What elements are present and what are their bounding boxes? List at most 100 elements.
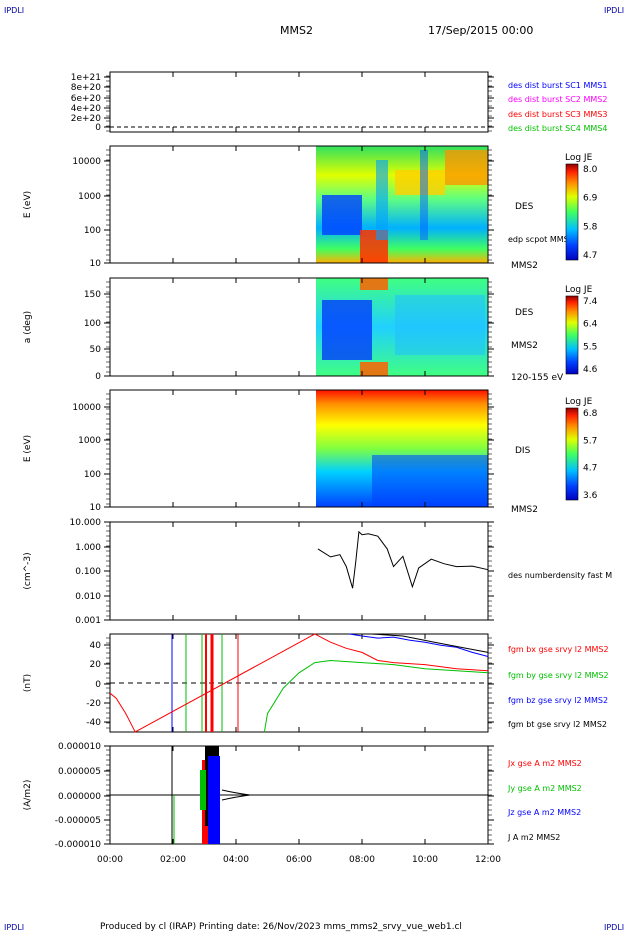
des-energy-colorbar-tick: 6.9 <box>583 194 598 204</box>
des-pitch-colorbar-title: Log JE <box>565 285 593 295</box>
des-energy-right-label: MMS2 <box>511 261 538 271</box>
burst-legend-entry: des dist burst SC4 MMS4 <box>508 124 607 133</box>
burst-legend-entry: des dist burst SC1 MMS1 <box>508 81 607 90</box>
des-pitch-ytick-label: 0 <box>95 372 101 382</box>
dis-energy-ylabel: E (eV) <box>23 435 33 462</box>
field-series-by <box>263 659 489 733</box>
panel-burst-frame <box>109 71 489 133</box>
des-pitch-spectrogram <box>316 278 488 376</box>
dis-energy-colorbar-tick: 4.7 <box>583 464 597 474</box>
current-ytick-label: 0.000010 <box>58 742 101 752</box>
des-energy-colorbar-tick: 5.8 <box>583 222 598 232</box>
des-energy-ytick-label: 10000 <box>72 157 101 167</box>
footer-text: Produced by cl (IRAP) Printing date: 26/… <box>100 922 462 932</box>
current-legend-entry: Jz gse A m2 MMS2 <box>507 808 581 817</box>
field-legend-entry: fgm bx gse srvy l2 MMS2 <box>508 645 609 654</box>
x-tick-label: 10:00 <box>412 855 438 865</box>
density-series-line <box>317 530 489 589</box>
field-ylabel: (nT) <box>23 674 33 692</box>
current-legend-entry: Jy gse A m2 MMS2 <box>507 784 582 793</box>
des-energy-colorbar <box>565 163 579 261</box>
des-pitch-colorbar <box>565 295 579 375</box>
dis-energy-ytick-label: 1000 <box>78 436 101 446</box>
dis-energy-colorbar-tick: 5.7 <box>583 436 597 446</box>
des-pitch-ytick-label: 150 <box>84 290 101 300</box>
des-energy-right-label: DES <box>515 202 534 212</box>
dis-energy-colorbar-title: Log JE <box>565 397 593 407</box>
burst-legend-entry: des dist burst SC2 MMS2 <box>508 95 607 104</box>
header-datetime: 17/Sep/2015 00:00 <box>428 24 533 37</box>
current-legend-entry: J A m2 MMS2 <box>507 833 560 842</box>
dis-energy-right-label: DIS <box>515 446 531 456</box>
current-ytick-label: 0.000000 <box>58 792 101 802</box>
des-pitch-right-label: 120-155 eV <box>511 373 564 383</box>
dis-energy-ytick-label: 10 <box>90 503 102 513</box>
density-ytick-label: 0.100 <box>75 567 101 577</box>
field-series-bx <box>109 633 489 733</box>
field-series-bt <box>371 633 489 653</box>
dis-energy-colorbar <box>565 407 579 501</box>
des-energy-colorbar-tick: 8.0 <box>583 165 598 175</box>
field-ytick-label: 20 <box>90 660 102 670</box>
corner-label-bl: IPDLI <box>4 923 24 932</box>
density-ytick-label: 0.001 <box>75 616 101 626</box>
current-ytick-label: 0.000005 <box>58 767 101 777</box>
current-ylabel: (A/m2) <box>23 780 33 811</box>
dis-energy-ytick-label: 100 <box>84 470 101 480</box>
des-pitch-ytick-label: 50 <box>90 345 102 355</box>
current-ytick-label: -0.000010 <box>55 840 101 850</box>
dis-energy-spectrogram <box>316 390 488 507</box>
burst-legend-entry: des dist burst SC3 MMS3 <box>508 110 607 119</box>
des-pitch-right-label: MMS2 <box>511 341 538 351</box>
density-ytick-label: 1.000 <box>75 543 101 553</box>
field-legend-entry: fgm bt gse srvy l2 MMS2 <box>508 720 607 729</box>
des-pitch-colorbar-tick: 4.6 <box>583 365 598 375</box>
current-burst <box>171 746 251 844</box>
des-energy-ytick-label: 100 <box>84 226 101 236</box>
des-pitch-ylabel: a (deg) <box>23 311 33 343</box>
des-energy-ytick-label: 1000 <box>78 192 101 202</box>
des-pitch-right-label: DES <box>515 308 534 318</box>
x-tick-label: 00:00 <box>97 855 123 865</box>
corner-label-br: IPDLI <box>604 923 624 932</box>
corner-label-tl: IPDLI <box>4 6 24 15</box>
burst-ytick-label: 6e+20 <box>71 94 102 104</box>
dis-energy-ytick-label: 10000 <box>72 403 101 413</box>
field-legend-entry: fgm bz gse srvy l2 MMS2 <box>508 696 608 705</box>
burst-ytick-label: 2e+20 <box>71 114 102 124</box>
density-ytick-label: 10.000 <box>70 518 102 528</box>
dis-energy-colorbar-tick: 3.6 <box>583 491 598 501</box>
field-spikes <box>171 634 239 732</box>
burst-ytick-label: 8e+20 <box>71 83 102 93</box>
burst-ytick-label: 0 <box>95 123 101 133</box>
field-series <box>109 633 489 733</box>
des-energy-right-label: edp scpot MMS2 <box>508 235 574 244</box>
field-ytick-label: 0 <box>95 680 101 690</box>
des-energy-ytick-label: 10 <box>90 259 102 269</box>
field-legend-entry: fgm by gse srvy l2 MMS2 <box>508 671 609 680</box>
des-energy-ylabel: E (eV) <box>23 191 33 218</box>
x-tick-label: 08:00 <box>349 855 375 865</box>
des-pitch-colorbar-tick: 6.4 <box>583 320 598 330</box>
density-ytick-label: 0.010 <box>75 592 101 602</box>
x-tick-label: 02:00 <box>160 855 186 865</box>
des-energy-spectrogram <box>316 146 488 263</box>
des-energy-colorbar-tick: 4.7 <box>583 251 597 261</box>
current-legend-entry: Jx gse A m2 MMS2 <box>507 759 582 768</box>
burst-ytick-label: 1e+21 <box>71 73 101 83</box>
des-pitch-colorbar-tick: 5.5 <box>583 342 597 352</box>
panel-density-frame <box>109 521 489 621</box>
des-pitch-ytick-label: 100 <box>84 319 101 329</box>
corner-label-tr: IPDLI <box>604 6 624 15</box>
field-ytick-label: -40 <box>86 718 101 728</box>
field-ytick-label: -20 <box>86 699 101 709</box>
dis-energy-colorbar-tick: 6.8 <box>583 409 598 419</box>
x-tick-label: 06:00 <box>286 855 312 865</box>
des-pitch-colorbar-tick: 7.4 <box>583 297 598 307</box>
x-tick-label: 04:00 <box>223 855 249 865</box>
des-energy-colorbar-title: Log JE <box>565 153 593 163</box>
field-series-bz <box>349 633 489 657</box>
dis-energy-right-label: MMS2 <box>511 505 538 515</box>
